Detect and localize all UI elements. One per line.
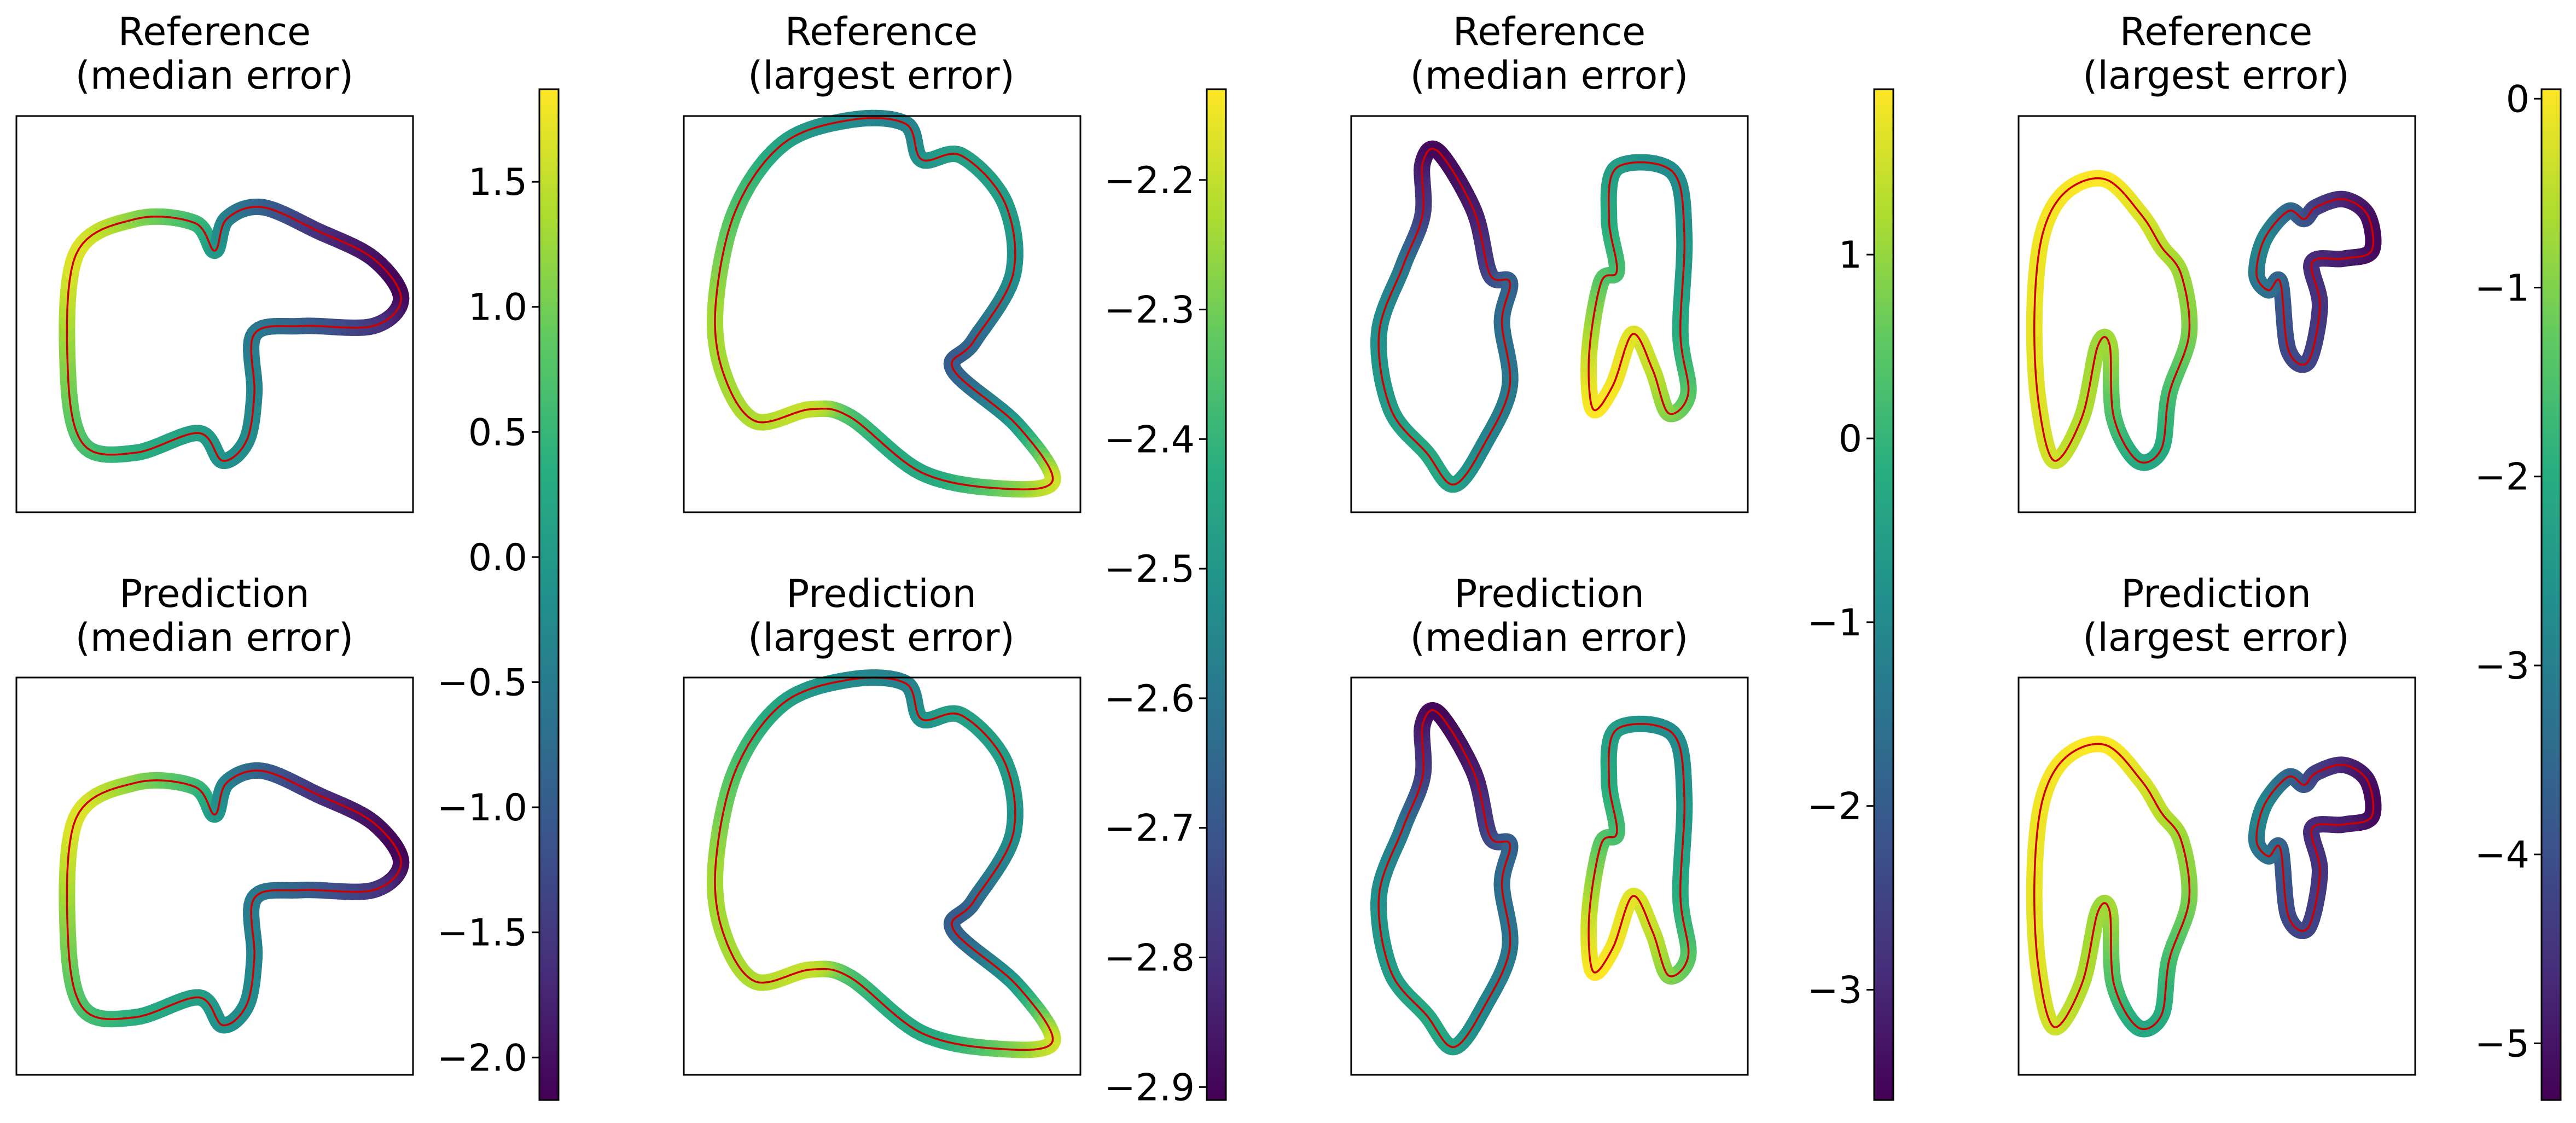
colorbar-tick-label: −1.0 — [437, 786, 527, 830]
colorbar-tick-label: −3 — [1807, 969, 1862, 1012]
group-3: Reference (median error) Prediction (med… — [1350, 9, 1894, 1101]
colorbar-tick-label: −2.6 — [1104, 678, 1195, 721]
plot-frame — [1350, 115, 1749, 513]
colorbar-tick-label: 1 — [1839, 234, 1862, 277]
panel-subtitle: (median error) — [75, 53, 354, 98]
colorbar-ticks-2: −2.2 −2.3 −2.4 −2.5 −2.6 −2.7 −2.8 −2.9 — [1104, 159, 1207, 1109]
colorbar-tick-label: −2.4 — [1104, 418, 1195, 461]
colorbar-ticks-1: 1.5 1.0 0.5 0.0 −0.5 −1.0 −1.5 −2.0 — [437, 161, 539, 1080]
panel-subtitle: (median error) — [1410, 53, 1689, 98]
panel-title: Reference — [1453, 9, 1646, 54]
colorbar-tick-label: −2.0 — [437, 1037, 527, 1080]
colorbar-tick-label: −2 — [1807, 785, 1862, 829]
colorbar-tick-label: −1.5 — [437, 912, 527, 955]
colorbar-tick-label: 0 — [2506, 78, 2530, 121]
colorbar-tick-label: −2.7 — [1104, 807, 1195, 850]
panel-subtitle: (median error) — [1410, 615, 1689, 660]
curve-line — [1588, 161, 1690, 415]
prediction-plot-4 — [2026, 736, 2382, 1038]
reference-plot-2 — [707, 109, 1061, 498]
panel-subtitle: (largest error) — [748, 615, 1015, 660]
panel-title: Reference — [785, 9, 978, 54]
colorbar-tick-label: −0.5 — [437, 662, 527, 705]
colorbar-1 — [538, 88, 560, 1101]
curve-line — [2033, 177, 2191, 464]
colorbar-tick-label: −3 — [2475, 645, 2530, 688]
group-1: Reference (median error) Prediction (med… — [15, 9, 560, 1101]
colorbar-tick-label: −2 — [2475, 456, 2530, 499]
prediction-plot-2 — [707, 669, 1061, 1058]
panel-title: Prediction — [119, 571, 310, 616]
panel-title: Prediction — [786, 571, 976, 616]
colorbar-ticks-3: 1 0 −1 −2 −3 — [1807, 234, 1874, 1012]
panel-title: Prediction — [1454, 571, 1644, 616]
colorbar-tick-label: 1.5 — [468, 161, 527, 204]
colorbar-2 — [1206, 88, 1227, 1101]
colorbar-tick-label: −1 — [1807, 601, 1862, 645]
prediction-plot-3 — [1370, 702, 1697, 1056]
curve-line — [1377, 147, 1511, 486]
plot-frame — [15, 676, 414, 1076]
colorbar-tick-label: 0 — [1839, 418, 1862, 461]
curve-line — [1377, 709, 1511, 1048]
colorbar-3 — [1873, 88, 1894, 1101]
curve-line — [66, 206, 403, 462]
reference-plot-3 — [1370, 140, 1697, 493]
colorbar-tick-label: 0.5 — [468, 411, 527, 454]
colorbar-tick-label: −2.8 — [1104, 937, 1195, 980]
plot-frame — [1350, 676, 1749, 1076]
reference-plot-4 — [2026, 170, 2382, 471]
curve-line — [714, 117, 1054, 490]
colorbar-tick-label: 0.0 — [468, 536, 527, 580]
panel-title: Prediction — [2121, 571, 2311, 616]
plot-frame — [15, 115, 414, 513]
colorbar-tick-label: −1 — [2475, 267, 2530, 310]
prediction-plot-1 — [59, 762, 410, 1034]
panel-subtitle: (largest error) — [2083, 53, 2350, 98]
plot-frame — [683, 676, 1081, 1076]
colorbar-tick-label: −2.2 — [1104, 159, 1195, 202]
group-4: Reference (largest error) Prediction (la… — [2017, 9, 2562, 1101]
curve-line — [1588, 722, 1690, 977]
curve-line — [2255, 198, 2375, 366]
curve-line — [2033, 743, 2191, 1031]
colorbar-tick-label: −5 — [2475, 1022, 2530, 1066]
colorbar-tick-label: 1.0 — [468, 286, 527, 329]
panel-subtitle: (largest error) — [748, 53, 1015, 98]
curve-line — [66, 769, 403, 1027]
plot-frame — [683, 115, 1081, 513]
reference-plot-1 — [59, 198, 410, 470]
colorbar-tick-label: −4 — [2475, 833, 2530, 877]
panel-title: Reference — [118, 9, 311, 54]
panel-subtitle: (median error) — [75, 615, 354, 660]
colorbar-ticks-4: 0 −1 −2 −3 −4 −5 — [2475, 78, 2542, 1066]
colorbar-tick-label: −2.3 — [1104, 289, 1195, 332]
plot-frame — [2017, 115, 2416, 513]
panel-subtitle: (largest error) — [2083, 615, 2350, 660]
colorbar-tick-label: −2.9 — [1104, 1066, 1195, 1109]
colorbar-tick-label: −2.5 — [1104, 548, 1195, 591]
colorbar-4 — [2540, 88, 2562, 1101]
plot-frame — [2017, 676, 2416, 1076]
curve-line — [2255, 763, 2375, 932]
panel-title: Reference — [2120, 9, 2313, 54]
group-2: Reference (largest error) Prediction (la… — [683, 9, 1227, 1109]
